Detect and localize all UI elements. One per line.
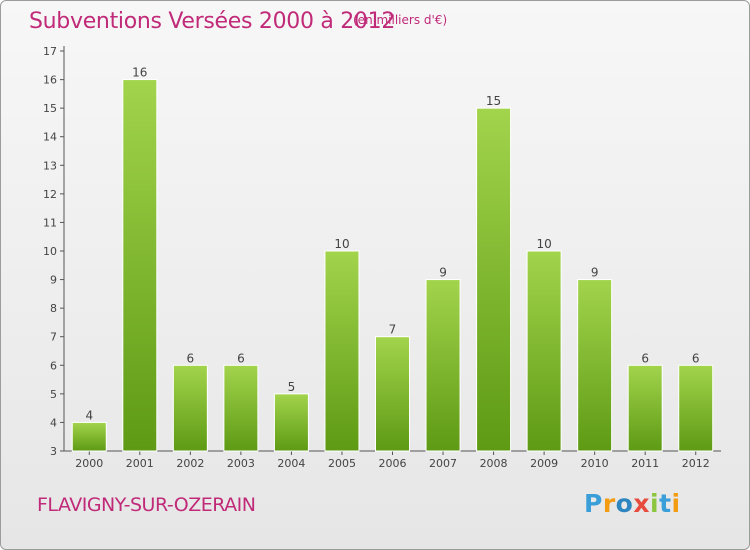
- y-tick-label: 3: [50, 445, 57, 458]
- y-tick-label: 13: [43, 159, 57, 172]
- bar: [273, 393, 309, 452]
- bar: [678, 364, 714, 452]
- bar: [375, 336, 410, 452]
- bar-value-label: 6: [641, 351, 649, 365]
- y-tick-label: 7: [50, 331, 57, 344]
- bar: [425, 279, 461, 452]
- y-tick-label: 6: [50, 359, 57, 372]
- bar-value-label: 10: [536, 237, 551, 251]
- bars: 4 16 6 6 5 10 7 9 15 10 9 6 6: [71, 66, 714, 452]
- bar: [172, 364, 208, 452]
- logo-letter: o: [615, 489, 634, 518]
- x-tick-label: 2000: [75, 457, 103, 470]
- y-tick-label: 15: [43, 102, 57, 115]
- bar-value-label: 16: [132, 66, 147, 80]
- y-tick-label: 10: [43, 245, 57, 258]
- x-tick-label: 2011: [631, 457, 659, 470]
- logo-letter: i: [671, 489, 681, 518]
- bar: [627, 364, 663, 452]
- bar-value-label: 15: [486, 94, 501, 108]
- x-tick-label: 2004: [277, 457, 305, 470]
- x-tick-label: 2006: [379, 457, 407, 470]
- x-tick-label: 2007: [429, 457, 457, 470]
- y-tick-label: 9: [50, 274, 57, 287]
- bar-chart: 3 4 5 6 7 8 9 10 11 12 13 14 15 16 17 2000 2001 2002 2003 2…: [43, 45, 721, 470]
- chart-subtitle: (en milliers d'€): [353, 13, 448, 27]
- axes: 3 4 5 6 7 8 9 10 11 12 13 14 15 16 17 2000 2001 2002 2003 2…: [43, 45, 721, 470]
- x-tick-label: 2008: [480, 457, 508, 470]
- chart-title: Subventions Versées 2000 à 2012: [29, 9, 396, 34]
- bar: [526, 250, 562, 452]
- logo-letter: t: [659, 489, 672, 518]
- bar: [577, 279, 613, 452]
- bar-value-label: 5: [288, 380, 296, 394]
- y-tick-label: 8: [50, 302, 57, 315]
- bar: [122, 79, 158, 452]
- proxiti-logo[interactable]: Proxiti: [584, 489, 681, 518]
- bar: [324, 250, 360, 452]
- y-tick-label: 11: [43, 216, 57, 229]
- logo-letter: i: [650, 489, 660, 518]
- x-tick-label: 2001: [126, 457, 154, 470]
- logo-letter: x: [633, 489, 650, 518]
- x-tick-label: 2005: [328, 457, 356, 470]
- y-tick-label: 14: [43, 131, 57, 144]
- bar-value-label: 4: [85, 408, 93, 422]
- bar-value-label: 6: [692, 351, 700, 365]
- x-tick-label: 2010: [581, 457, 609, 470]
- place-name: FLAVIGNY-SUR-OZERAIN: [37, 494, 256, 516]
- bar-value-label: 7: [389, 323, 397, 337]
- bar-value-label: 9: [591, 266, 599, 280]
- y-tick-label: 17: [43, 45, 57, 58]
- bar-value-label: 6: [237, 351, 245, 365]
- x-tick-label: 2012: [682, 457, 710, 470]
- y-tick-label: 16: [43, 74, 57, 87]
- x-tick-label: 2002: [176, 457, 204, 470]
- y-tick-label: 5: [50, 388, 57, 401]
- bar-value-label: 9: [439, 266, 447, 280]
- bar: [476, 107, 512, 452]
- x-tick-label: 2003: [227, 457, 255, 470]
- bar-value-label: 6: [187, 351, 195, 365]
- y-tick-label: 12: [43, 188, 57, 201]
- bar: [223, 364, 259, 452]
- x-tick-label: 2009: [530, 457, 558, 470]
- bar: [71, 421, 107, 452]
- logo-letter: P: [584, 489, 603, 518]
- y-tick-label: 4: [50, 416, 57, 429]
- logo-letter: r: [602, 489, 616, 518]
- bar-value-label: 10: [334, 237, 349, 251]
